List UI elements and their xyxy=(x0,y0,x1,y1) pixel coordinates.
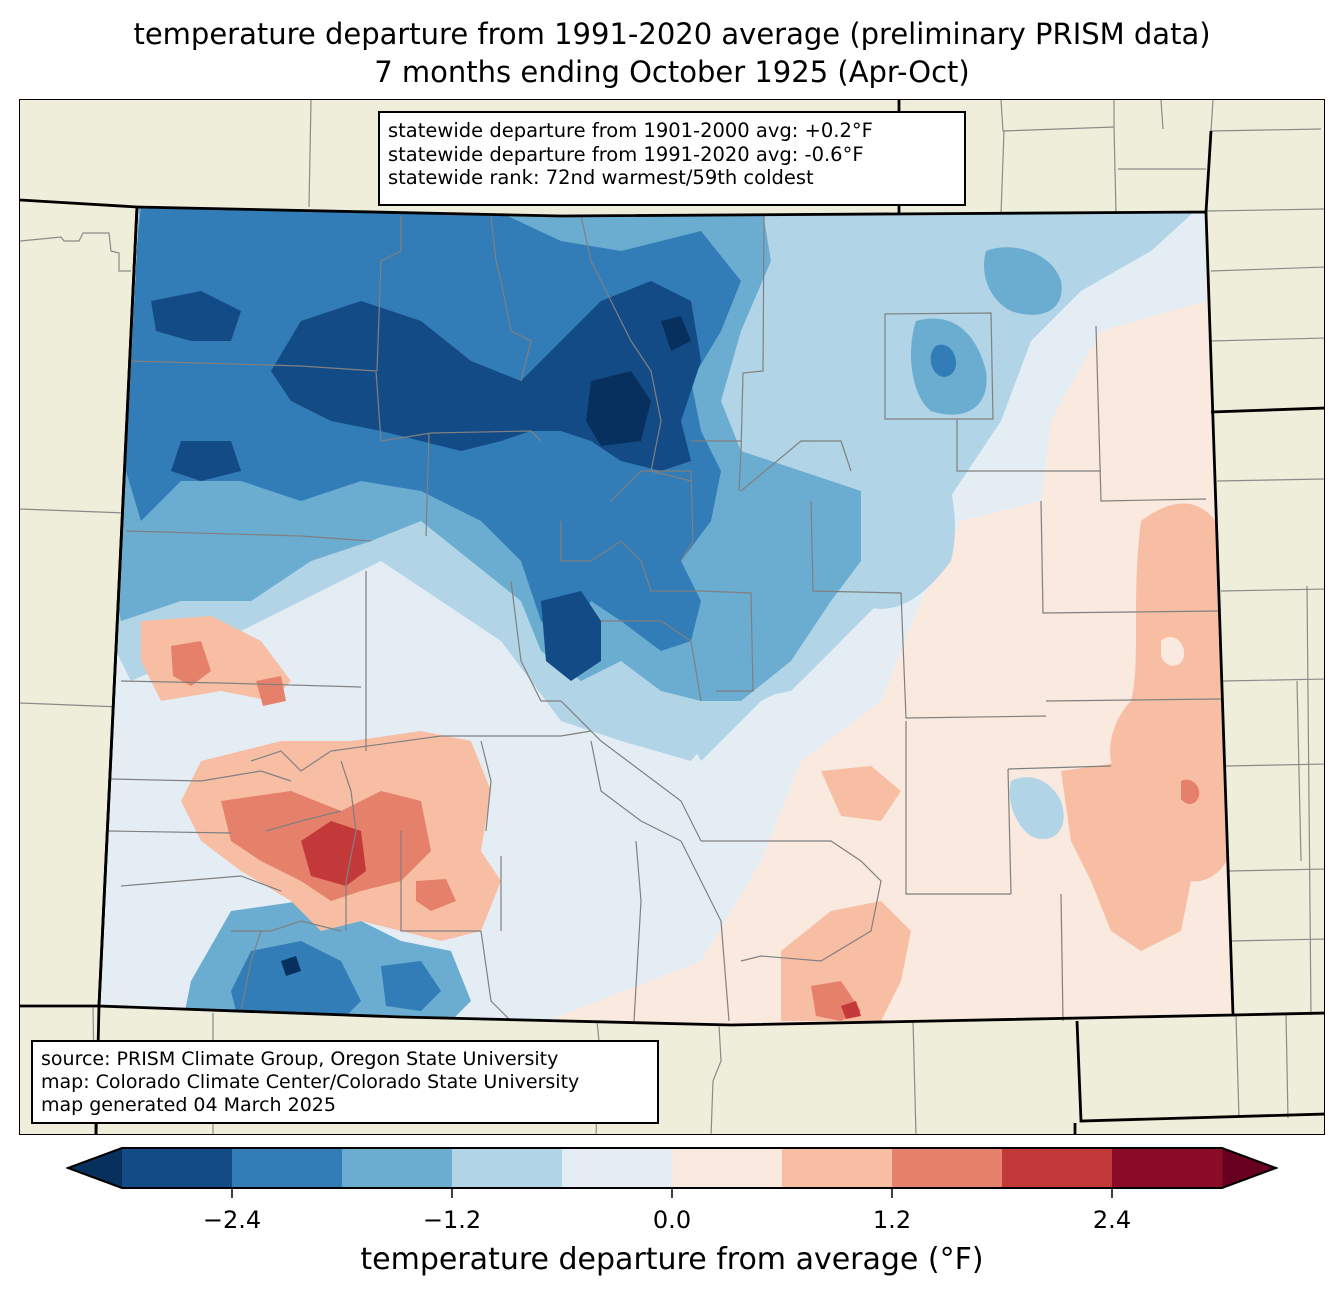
temperature-contours xyxy=(99,207,1233,1025)
stats-rank: statewide rank: 72nd warmest/59th coldes… xyxy=(388,166,814,189)
colorbar-swatch xyxy=(892,1148,1003,1188)
stats-departure-1901-2000: statewide departure from 1901-2000 avg: … xyxy=(388,119,873,142)
state-borders xyxy=(20,100,1324,1134)
county-lines xyxy=(108,215,1222,1022)
contour-level-below-neg3.0 xyxy=(586,371,651,446)
colorbar-swatch xyxy=(452,1148,563,1188)
colorbar-swatch xyxy=(672,1148,783,1188)
map-title-line2: 7 months ending October 1925 (Apr-Oct) xyxy=(374,55,970,89)
generated-date-line: map generated 04 March 2025 xyxy=(41,1094,336,1116)
colorbar-extend-high xyxy=(1222,1148,1276,1188)
source-line: source: PRISM Climate Group, Oregon Stat… xyxy=(41,1048,559,1070)
colorbar-label: temperature departure from average (°F) xyxy=(360,1242,984,1277)
colorbar-tick-label: 0.0 xyxy=(652,1206,692,1234)
colorbar-tick-label: 1.2 xyxy=(872,1206,912,1234)
colorbar-swatch xyxy=(122,1148,233,1188)
colorado-border xyxy=(97,205,1235,1027)
colorbar-swatch xyxy=(1112,1148,1223,1188)
map-panel xyxy=(19,99,1325,1135)
colorbar-swatch xyxy=(342,1148,453,1188)
colorbar-tick-label: −1.2 xyxy=(422,1206,482,1234)
map-credit-line: map: Colorado Climate Center/Colorado St… xyxy=(41,1071,580,1093)
map-canvas xyxy=(20,100,1324,1134)
statewide-stats-box: statewide departure from 1901-2000 avg: … xyxy=(378,111,966,206)
colorbar-swatch xyxy=(1002,1148,1113,1188)
colorbar-swatch xyxy=(232,1148,343,1188)
stats-departure-1991-2020: statewide departure from 1991-2020 avg: … xyxy=(388,142,864,166)
source-credit-box: source: PRISM Climate Group, Oregon Stat… xyxy=(31,1040,659,1124)
colorbar xyxy=(66,1147,1278,1198)
map-title-line1: temperature departure from 1991-2020 ave… xyxy=(133,17,1211,51)
colorbar-tick-label: −2.4 xyxy=(202,1206,262,1234)
colorbar-swatch xyxy=(782,1148,893,1188)
colorbar-outline xyxy=(66,1147,1278,1189)
colorbar-swatch xyxy=(562,1148,673,1188)
colorbar-tick-label: 2.4 xyxy=(1092,1206,1132,1234)
colorbar-extend-low xyxy=(68,1148,122,1188)
